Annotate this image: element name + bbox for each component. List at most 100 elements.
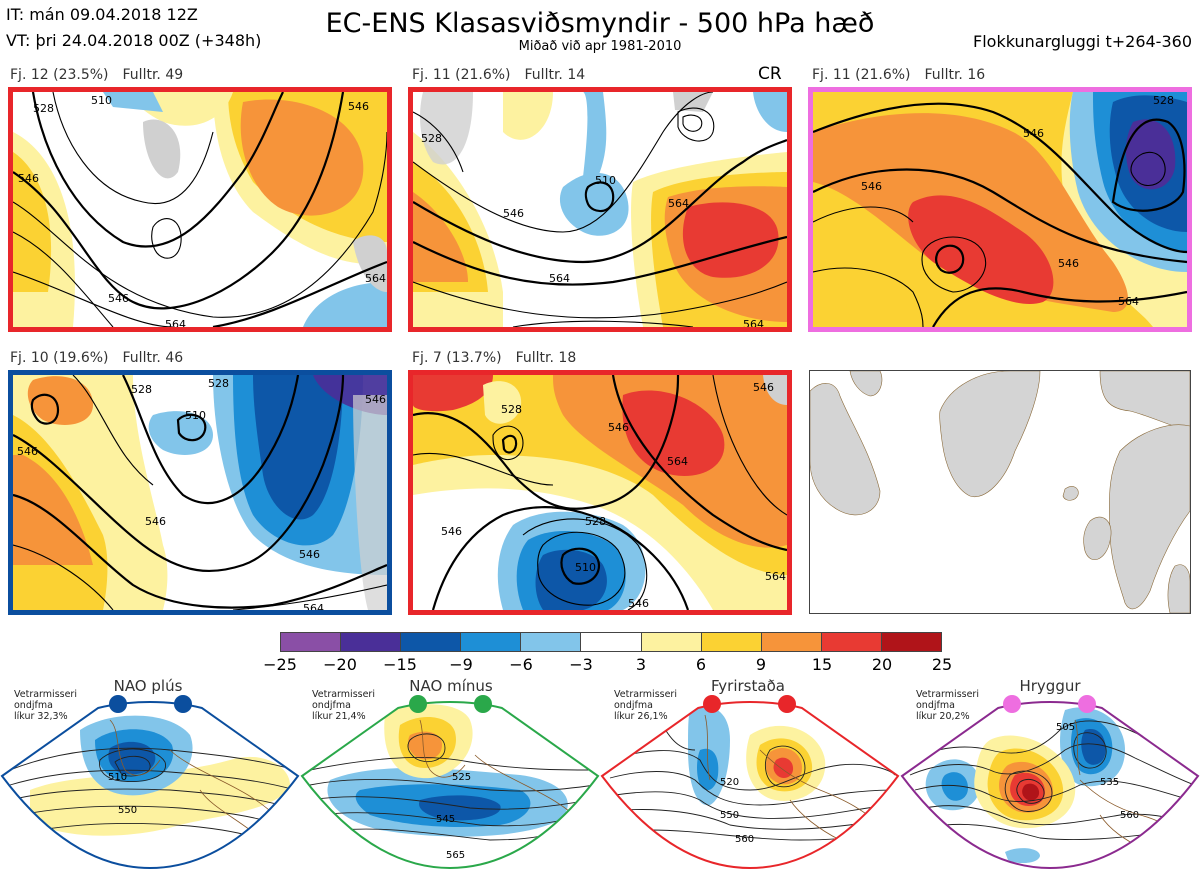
contour-label: 510 (108, 772, 127, 783)
geopotential-anomaly-map: 510 528 546 546 546 564 564 (13, 92, 387, 327)
months-label: ondjfma (312, 700, 351, 711)
representative-label: Fulltr. 18 (515, 350, 577, 366)
regime-border (900, 701, 1200, 870)
contour-label: 520 (720, 777, 739, 788)
contour-label: 546 (1058, 257, 1079, 270)
regime-dot (174, 695, 192, 713)
cluster-label: Fj. 10 (19.6%) (10, 350, 109, 366)
colorbar-tick: 9 (755, 655, 767, 674)
colorbar-tick: 3 (635, 655, 647, 674)
contour-label: 564 (365, 272, 386, 285)
contour-label: 528 (585, 515, 606, 528)
cluster-label: Fj. 12 (23.5%) (10, 67, 109, 83)
contour-label: 545 (436, 814, 455, 825)
contour-label: 546 (753, 381, 774, 394)
contour-label: 510 (91, 94, 112, 107)
contour-label: 528 (421, 132, 442, 145)
panel-1-label: Fj. 12 (23.5%) Fulltr. 49 (10, 67, 197, 83)
cluster-label: Fj. 11 (21.6%) (812, 67, 911, 83)
probability-label: líkur 20,2% (916, 711, 970, 722)
colorbar-segment (340, 633, 401, 651)
regime-title: NAO plús (113, 677, 183, 695)
colorbar-tick: 6 (695, 655, 707, 674)
contour-label: 546 (145, 515, 166, 528)
regime-dot (703, 695, 721, 713)
contour-label: 564 (667, 455, 688, 468)
cluster-label: Fj. 11 (21.6%) (412, 67, 511, 83)
contour-label: 564 (743, 318, 764, 327)
colorbar-segment (700, 633, 761, 651)
contour-label: 546 (441, 525, 462, 538)
anomaly-colorbar (280, 632, 942, 652)
cluster-map-panel-4[interactable]: 510 528 528 546 546 546 564 546 (8, 370, 392, 615)
geopotential-anomaly-map: 546 546 546 564 528 (813, 92, 1187, 327)
contour-label: 528 (501, 403, 522, 416)
regime-dot (474, 695, 492, 713)
regime-map-ridge: 505 535 560 (900, 695, 1200, 870)
cluster-label: Fj. 7 (13.7%) (412, 350, 502, 366)
classification-window-label: Flokkunargluggi t+264-360 (973, 32, 1192, 51)
contour-label: 505 (1056, 722, 1075, 733)
geopotential-anomaly-map: 510 528 546 564 564 564 (413, 92, 787, 327)
contour-label: 528 (131, 383, 152, 396)
regime-border (300, 701, 600, 870)
control-run-tag: CR (758, 64, 782, 84)
contour-label: 528 (33, 102, 54, 115)
season-label: Vetrarmisseri (916, 689, 979, 700)
months-label: ondjfma (614, 700, 653, 711)
regime-info: Vetrarmisseri ondjfma líkur 32,3% (14, 689, 77, 722)
representative-label: Fulltr. 46 (122, 350, 184, 366)
regime-dot (1003, 695, 1021, 713)
contour-label: 550 (720, 810, 739, 821)
regime-border (0, 701, 300, 870)
contour-label: 546 (608, 421, 629, 434)
regime-title: Fyrirstaða (711, 677, 785, 695)
colorbar-tick: −15 (383, 655, 417, 674)
months-label: ondjfma (916, 700, 955, 711)
contour-label: 528 (208, 377, 229, 390)
regime-dot (778, 695, 796, 713)
regime-info: Vetrarmisseri ondjfma líkur 21,4% (312, 689, 375, 722)
representative-label: Fulltr. 14 (524, 67, 586, 83)
valid-time-label: VT: þri 24.04.2018 00Z (+348h) (6, 31, 262, 50)
season-label: Vetrarmisseri (312, 689, 375, 700)
contour-label: 535 (1100, 777, 1119, 788)
contour-label: 546 (348, 100, 369, 113)
probability-label: líkur 26,1% (614, 711, 668, 722)
colorbar-tick: −6 (509, 655, 533, 674)
cluster-map-panel-3[interactable]: 546 546 546 564 528 (808, 87, 1192, 332)
panel-5-label: Fj. 7 (13.7%) Fulltr. 18 (412, 350, 590, 366)
contour-label: 546 (17, 445, 38, 458)
contour-label: 564 (165, 318, 186, 327)
season-label: Vetrarmisseri (14, 689, 77, 700)
contour-label: 510 (185, 409, 206, 422)
contour-label: 546 (18, 172, 39, 185)
regime-map-blocking: 520 550 560 (600, 695, 900, 870)
cluster-map-panel-5[interactable]: 528 546 546 546 564 510 528 564 546 (408, 370, 792, 615)
colorbar-tick: 15 (811, 655, 833, 674)
contour-label: 546 (108, 292, 129, 305)
base-map-panel (809, 370, 1191, 614)
season-label: Vetrarmisseri (614, 689, 677, 700)
colorbar-segment (820, 633, 881, 651)
cluster-map-panel-1[interactable]: 510 528 546 546 546 564 564 (8, 87, 392, 332)
contour-label: 510 (595, 174, 616, 187)
contour-label: 560 (1120, 810, 1139, 821)
representative-label: Fulltr. 16 (924, 67, 986, 83)
colorbar-segment (281, 633, 341, 651)
contour-label: 564 (765, 570, 786, 583)
colorbar-segment (760, 633, 821, 651)
colorbar-tick: 20 (871, 655, 893, 674)
contour-label: 546 (628, 597, 649, 610)
contour-label: 546 (503, 207, 524, 220)
panel-2-label: Fj. 11 (21.6%) Fulltr. 14 (412, 67, 599, 83)
geopotential-anomaly-map: 510 528 528 546 546 546 564 546 (13, 375, 387, 610)
contour-label: 564 (1118, 295, 1139, 308)
colorbar-tick: 25 (931, 655, 953, 674)
initial-time-label: IT: mán 09.04.2018 12Z (6, 5, 198, 24)
contour-label: 546 (299, 548, 320, 561)
contour-label: 550 (118, 805, 137, 816)
contour-label: 565 (446, 850, 465, 861)
cluster-map-panel-2[interactable]: 510 528 546 564 564 564 (408, 87, 792, 332)
page-subtitle: Miðað við apr 1981-2010 (518, 39, 682, 54)
